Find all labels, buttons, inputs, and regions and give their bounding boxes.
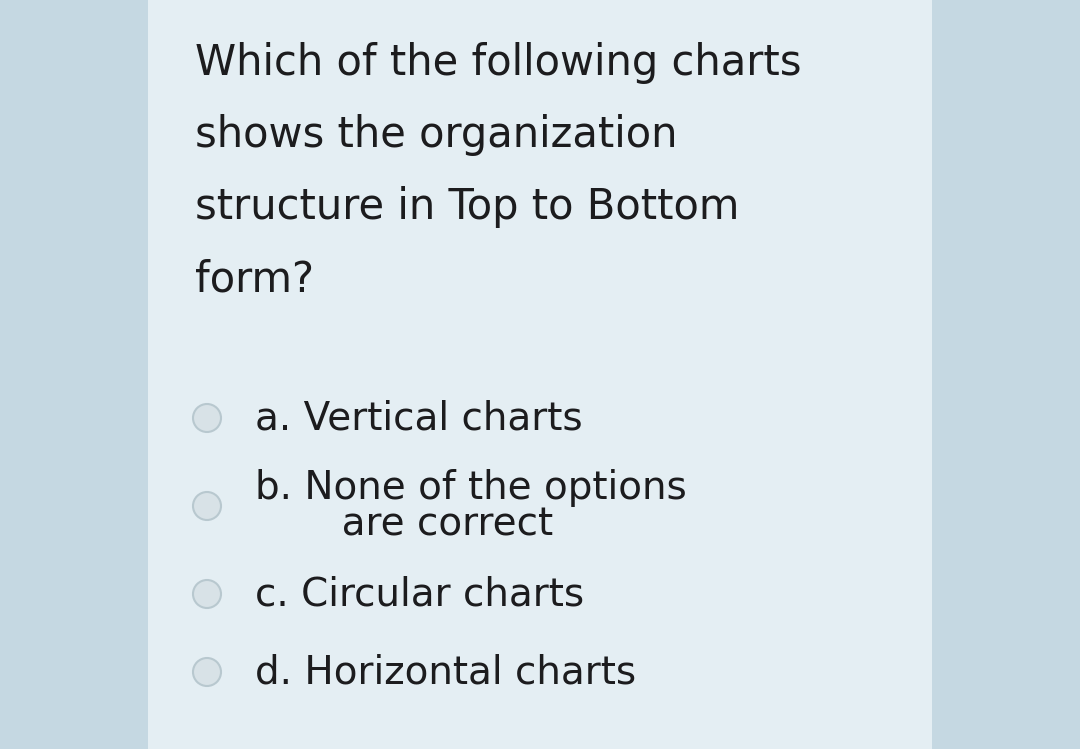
Circle shape <box>193 658 221 686</box>
Text: are correct: are correct <box>255 505 553 543</box>
Circle shape <box>193 404 221 432</box>
FancyBboxPatch shape <box>0 0 148 749</box>
Text: d. Horizontal charts: d. Horizontal charts <box>255 653 636 691</box>
Text: shows the organization: shows the organization <box>195 114 677 156</box>
FancyBboxPatch shape <box>148 0 932 749</box>
FancyBboxPatch shape <box>932 0 1080 749</box>
Text: c. Circular charts: c. Circular charts <box>255 575 584 613</box>
Text: Which of the following charts: Which of the following charts <box>195 42 801 84</box>
Circle shape <box>193 492 221 520</box>
Text: structure in Top to Bottom: structure in Top to Bottom <box>195 186 740 228</box>
Text: a. Vertical charts: a. Vertical charts <box>255 399 582 437</box>
Text: form?: form? <box>195 258 314 300</box>
Text: b. None of the options: b. None of the options <box>255 469 687 507</box>
Circle shape <box>193 580 221 608</box>
